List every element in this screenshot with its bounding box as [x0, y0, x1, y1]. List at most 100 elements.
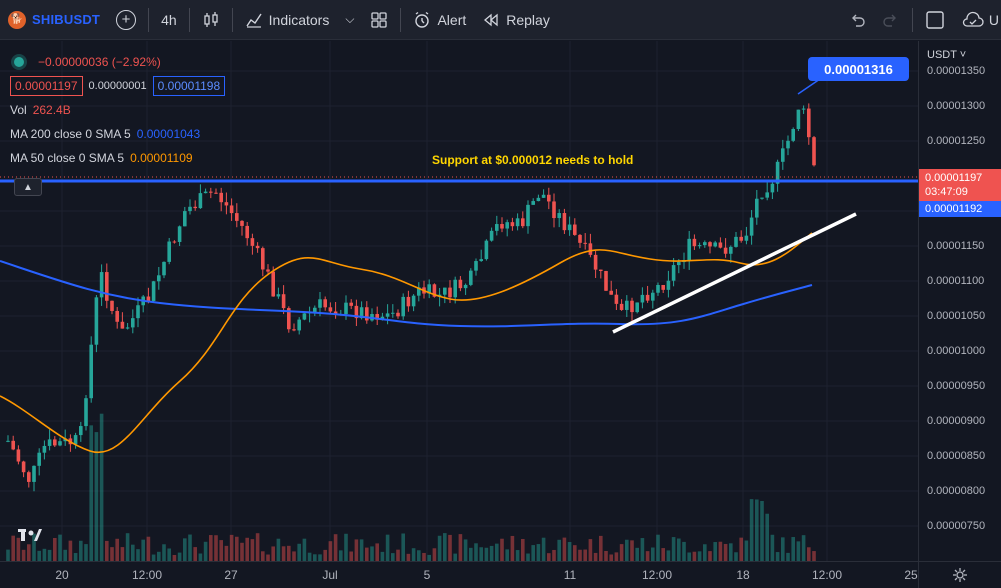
- time-tick: 27: [224, 568, 238, 582]
- candle-body: [417, 287, 421, 296]
- volume-bar: [630, 540, 634, 561]
- candle-body: [807, 108, 811, 138]
- candle-body: [583, 242, 587, 244]
- legend-ma200-row[interactable]: MA 200 close 0 SMA 5 0.00001043: [10, 122, 225, 146]
- volume-bar: [567, 542, 572, 561]
- volume-bar: [765, 513, 769, 561]
- legend-volume-row[interactable]: Vol 262.4B: [10, 98, 225, 122]
- candle-body: [775, 161, 780, 184]
- support-annotation[interactable]: Support at $0.000012 needs to hold: [432, 153, 634, 167]
- volume-bar: [281, 546, 286, 561]
- ascending-trendline[interactable]: [612, 212, 857, 334]
- volume-bar: [58, 534, 62, 561]
- candle-body: [255, 245, 260, 249]
- volume-bar: [313, 554, 317, 561]
- price-chart[interactable]: [0, 41, 918, 561]
- buy-price-button[interactable]: 0.00001198: [152, 76, 226, 96]
- price-callout[interactable]: 0.00001316: [808, 57, 909, 81]
- volume-bar: [531, 545, 535, 561]
- current-price-tag: 0.00001197 03:47:09: [919, 169, 1001, 201]
- volume-bar: [599, 535, 603, 561]
- layout-button[interactable]: [917, 0, 953, 40]
- volume-bar: [786, 552, 790, 561]
- volume-bar: [463, 539, 468, 561]
- volume-bar: [536, 544, 541, 561]
- candle-body: [770, 183, 775, 193]
- candle-body: [432, 284, 437, 297]
- candle-body: [203, 191, 208, 194]
- chart-type-button[interactable]: [194, 0, 228, 40]
- candle-body: [136, 305, 140, 319]
- alert-button[interactable]: Alert: [405, 0, 474, 40]
- volume-bar: [157, 551, 161, 561]
- volume-bar: [255, 533, 260, 561]
- candle-body: [58, 441, 62, 446]
- currency-selector[interactable]: USDT ˅: [927, 49, 967, 61]
- toolbar-divider: [188, 7, 190, 32]
- candle-body: [557, 213, 561, 219]
- price-axis[interactable]: USDT ˅ 0.00001350 0.00001300 0.00001250 …: [918, 41, 1001, 561]
- volume-bar: [131, 544, 135, 561]
- volume-bar: [146, 536, 151, 561]
- interval-button[interactable]: 4h: [153, 0, 185, 40]
- volume-bar: [651, 547, 655, 561]
- chart-pane[interactable]: [0, 41, 918, 561]
- collapse-legend-button[interactable]: ▲: [14, 178, 42, 196]
- volume-bar: [214, 535, 218, 561]
- volume-bar: [339, 550, 343, 561]
- volume-bar: [271, 546, 275, 561]
- volume-bar: [365, 547, 369, 561]
- candle-body: [349, 302, 353, 306]
- add-compare-icon: +: [116, 9, 137, 30]
- redo-button[interactable]: [874, 0, 908, 40]
- candle-body: [713, 242, 717, 247]
- candle-body: [687, 238, 691, 261]
- cloud-icon: [962, 11, 984, 27]
- candle-body: [297, 319, 301, 331]
- candle-body: [630, 300, 634, 313]
- candle-body: [245, 225, 249, 239]
- undo-button[interactable]: [840, 0, 874, 40]
- candle-body: [718, 242, 723, 248]
- volume-bar: [73, 553, 78, 561]
- volume-bar: [323, 549, 327, 561]
- time-axis[interactable]: 20 12:00 27 Jul 5 11 12:00 18 12:00 25: [0, 561, 918, 588]
- volume-bar: [11, 535, 15, 561]
- replay-button[interactable]: Replay: [474, 0, 558, 40]
- volume-bar: [287, 545, 291, 561]
- volume-bar: [692, 551, 697, 561]
- volume-bar: [198, 553, 203, 561]
- price-tick: 0.00000950: [927, 380, 986, 392]
- indicators-dropdown[interactable]: ⌵: [337, 0, 362, 40]
- candle-body: [79, 426, 83, 436]
- candle-body: [229, 205, 234, 214]
- legend-ma50-row[interactable]: MA 50 close 0 SMA 5 0.00001109: [10, 146, 225, 170]
- volume-bar: [713, 542, 717, 561]
- candle-body: [656, 284, 660, 293]
- volume-bar: [302, 538, 307, 561]
- volume-bar: [417, 550, 421, 561]
- volume-bar: [547, 553, 551, 561]
- templates-button[interactable]: [362, 0, 396, 40]
- volume-bar: [661, 548, 665, 561]
- volume-bar: [453, 553, 457, 561]
- candle-body: [697, 245, 702, 247]
- volume-bar: [136, 549, 140, 561]
- candle-body: [619, 303, 624, 310]
- symbol-search[interactable]: 🐕 SHIBUSDT: [0, 0, 108, 40]
- replay-icon: [482, 11, 500, 29]
- candle-body: [157, 275, 161, 282]
- candle-body: [287, 308, 291, 330]
- cloud-save-button[interactable]: U: [953, 0, 1001, 40]
- volume-bar: [723, 543, 728, 561]
- sell-price-button[interactable]: 0.00001197: [10, 76, 83, 96]
- candle-body: [396, 312, 400, 317]
- compare-button[interactable]: +: [108, 0, 144, 40]
- ma200-label: MA 200 close 0 SMA 5: [10, 127, 131, 141]
- symbol-label: SHIBUSDT: [32, 12, 101, 27]
- alert-label: Alert: [437, 11, 467, 28]
- indicators-button[interactable]: Indicators: [237, 0, 338, 40]
- chart-settings-button[interactable]: [918, 561, 1001, 588]
- volume-bar: [484, 547, 489, 561]
- candle-body: [328, 307, 333, 312]
